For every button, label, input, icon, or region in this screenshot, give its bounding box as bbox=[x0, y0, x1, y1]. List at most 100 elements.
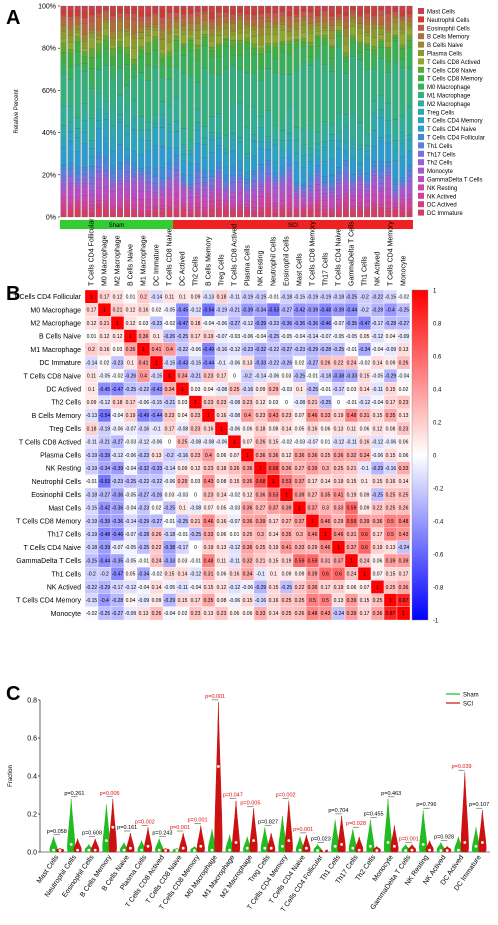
bar-segment bbox=[81, 182, 88, 187]
pvalue-label: p=0.796 bbox=[416, 802, 436, 808]
cell-value: 0.06 bbox=[243, 426, 253, 432]
cell-value: 0.36 bbox=[373, 519, 383, 525]
bar-segment bbox=[138, 171, 145, 175]
cell-value: 0.19 bbox=[126, 413, 136, 419]
cell-value: 0.09 bbox=[360, 506, 370, 512]
cell-value: 0.12 bbox=[256, 400, 266, 406]
cell-value: 0.06 bbox=[230, 611, 240, 617]
pvalue-label: p=0.002 bbox=[276, 793, 296, 799]
cell-value: -0.09 bbox=[385, 347, 397, 353]
bar-segment bbox=[335, 212, 342, 218]
cell-value: -0.06 bbox=[190, 347, 202, 353]
bar-segment bbox=[392, 198, 399, 204]
cell-value: 0.19 bbox=[204, 545, 214, 551]
cell-value: 0.09 bbox=[256, 387, 266, 393]
legend-swatch bbox=[418, 201, 424, 208]
cell-value: 0.16 bbox=[230, 572, 240, 578]
cell-value: 0.23 bbox=[204, 374, 214, 380]
bar-segment bbox=[117, 13, 124, 17]
bar-segment bbox=[300, 129, 307, 145]
bar-segment bbox=[321, 38, 328, 44]
cell-value: -0.19 bbox=[99, 426, 111, 432]
row-label: T Cells CD8 Memory bbox=[16, 519, 81, 526]
bar-segment bbox=[364, 211, 371, 218]
bar-segment bbox=[166, 131, 173, 149]
bar-segment bbox=[265, 21, 272, 28]
bar-segment bbox=[187, 22, 194, 31]
cell-value: 0.68 bbox=[256, 479, 266, 485]
bar-segment bbox=[124, 5, 131, 10]
bar-segment bbox=[349, 206, 356, 209]
cell-value: 0.6 bbox=[361, 545, 368, 551]
bar-segment bbox=[74, 51, 81, 66]
bar-segment bbox=[208, 139, 215, 153]
bar-segment bbox=[328, 16, 335, 20]
bar-segment bbox=[117, 37, 124, 42]
bar-segment bbox=[180, 185, 187, 189]
cell-value: -0.53 bbox=[268, 308, 280, 314]
col-label: T Cells CD4 Naive bbox=[336, 228, 343, 286]
cell-value: 0.18 bbox=[191, 321, 201, 327]
bar-segment bbox=[215, 189, 222, 195]
bar-segment bbox=[265, 27, 272, 36]
bar-segment bbox=[335, 187, 342, 196]
cell-value: -0.22 bbox=[372, 294, 384, 300]
bar-segment bbox=[180, 55, 187, 74]
bar-segment bbox=[307, 197, 314, 201]
cell-value: 0.25 bbox=[282, 611, 292, 617]
bar-segment bbox=[194, 15, 201, 24]
bar-segment bbox=[60, 138, 67, 148]
cell-value: -0.03 bbox=[229, 334, 241, 340]
scale-tick: -0.4 bbox=[433, 520, 444, 526]
cell-value: 0.04 bbox=[178, 413, 188, 419]
bar-segment bbox=[406, 180, 413, 187]
violin-sham-median bbox=[333, 844, 337, 848]
bar-segment bbox=[215, 25, 222, 31]
cell-value: 0.19 bbox=[334, 413, 344, 419]
bar-segment bbox=[286, 74, 293, 107]
bar-segment bbox=[314, 131, 321, 145]
bar-segment bbox=[102, 40, 109, 49]
cell-value: -0.12 bbox=[138, 440, 150, 446]
bar-segment bbox=[371, 28, 378, 39]
cell-value: 0.12 bbox=[126, 321, 136, 327]
bar-segment bbox=[201, 201, 208, 208]
bar-segment bbox=[342, 197, 349, 204]
cell-value: 0.36 bbox=[256, 453, 266, 459]
bar-segment bbox=[378, 34, 385, 40]
bar-segment bbox=[173, 8, 180, 13]
cell-value: 0.25 bbox=[386, 585, 396, 591]
cell-value: 0.03 bbox=[269, 400, 279, 406]
bar-segment bbox=[314, 200, 321, 205]
cell-value: 0.14 bbox=[321, 479, 331, 485]
cell-value: 0.36 bbox=[334, 453, 344, 459]
cell-value: -0.11 bbox=[346, 440, 357, 446]
bar-segment bbox=[131, 151, 138, 165]
cell-value: 0.26 bbox=[399, 506, 409, 512]
bar-segment bbox=[314, 46, 321, 59]
cell-value: -0.14 bbox=[151, 294, 163, 300]
bar-segment bbox=[279, 181, 286, 186]
bar-segment bbox=[74, 32, 81, 37]
cell-value: -0.26 bbox=[281, 360, 293, 366]
bar-segment bbox=[237, 32, 244, 41]
bar-segment bbox=[229, 139, 236, 152]
cell-value: 0.19 bbox=[334, 479, 344, 485]
bar-segment bbox=[152, 205, 159, 209]
cell-value: 0.25 bbox=[178, 440, 188, 446]
bar-segment bbox=[385, 178, 392, 189]
bar-segment bbox=[166, 9, 173, 14]
violin-sci bbox=[355, 836, 364, 853]
bar-segment bbox=[145, 182, 152, 188]
bar-segment bbox=[74, 128, 81, 138]
cell-value: -0.25 bbox=[398, 308, 410, 314]
legend-swatch bbox=[418, 176, 424, 182]
bar-segment bbox=[124, 209, 131, 218]
bar-segment bbox=[364, 145, 371, 152]
cell-value: 0.34 bbox=[165, 387, 175, 393]
violin-sci bbox=[390, 825, 399, 853]
legend-label: T Cells CD4 Memory bbox=[427, 119, 483, 125]
bar-segment bbox=[124, 9, 131, 14]
scale-tick: -0.6 bbox=[433, 553, 444, 559]
bar-segment bbox=[406, 211, 413, 218]
